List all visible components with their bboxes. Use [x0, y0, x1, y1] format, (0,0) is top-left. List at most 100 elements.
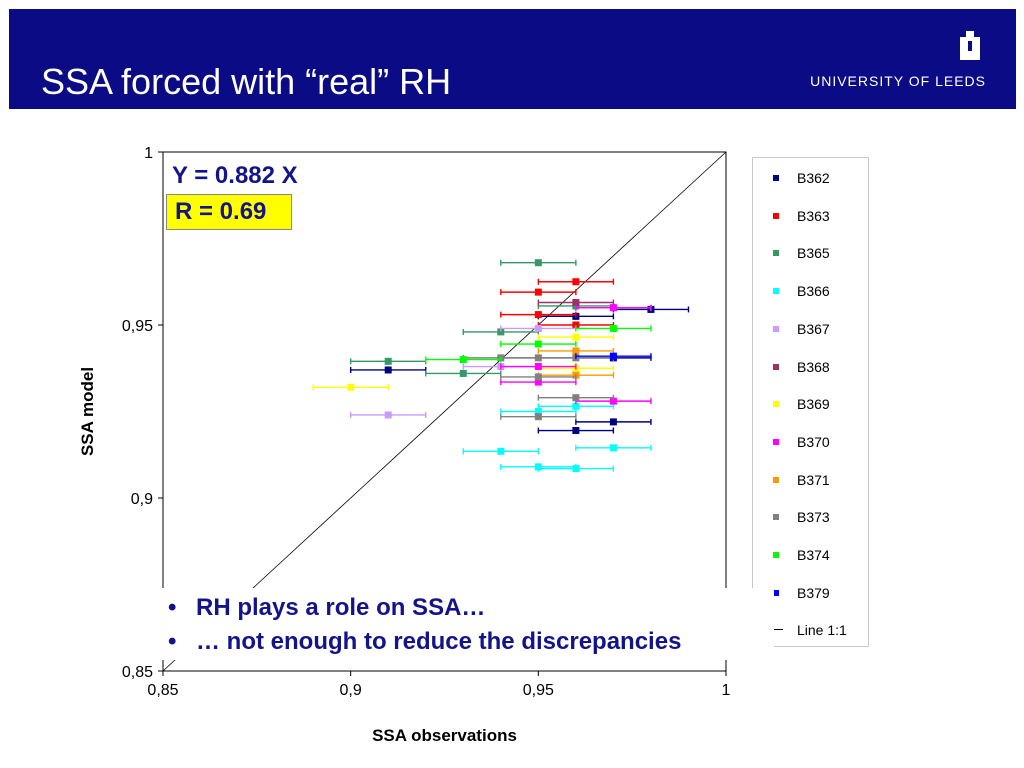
data-point [609, 397, 617, 405]
data-point [609, 418, 617, 426]
legend-swatch [773, 589, 779, 596]
data-point [534, 288, 542, 296]
bullet-text: … not enough to reduce the discrepancies [196, 628, 682, 655]
data-point [497, 447, 505, 455]
data-point [534, 340, 542, 348]
bullet-item: • RH plays a role on SSA… [162, 592, 774, 626]
legend-item-line-1-1: Line 1:1 [753, 620, 865, 640]
legend-label: B365 [797, 245, 830, 262]
y-tick-label: 0,85 [122, 664, 153, 681]
x-tick-label: 0,95 [523, 682, 554, 699]
x-tick-label: 0,85 [147, 682, 178, 699]
data-point [534, 373, 542, 381]
axes-group: 0,85 0,9 0,95 1 0,85 0,9 0,95 1 SSA observations… [78, 145, 731, 745]
data-point [534, 408, 542, 415]
legend-item-b371: B371 [753, 470, 865, 490]
y-tick-label: 0,9 [131, 491, 153, 508]
data-point [572, 394, 580, 402]
legend-item-b370: B370 [753, 432, 865, 452]
bullet-list: • RH plays a role on SSA… • … not enough… [162, 588, 774, 660]
data-point [534, 324, 542, 332]
legend-item-b374: B374 [753, 545, 865, 565]
legend-swatch [773, 438, 779, 445]
data-point [534, 378, 542, 386]
data-point [572, 347, 580, 355]
legend-swatch [773, 250, 779, 257]
legend-label: B370 [797, 433, 830, 450]
slide-title: SSA forced with “real” RH [41, 61, 452, 102]
series-group [312, 259, 690, 473]
data-point [572, 321, 580, 329]
legend-item-b369: B369 [753, 394, 865, 414]
y-tick-label: 0,95 [122, 318, 153, 335]
legend-label: B371 [797, 471, 830, 488]
reference-line-1-1 [162, 151, 727, 672]
data-point [609, 444, 617, 452]
data-point [572, 299, 580, 307]
regression-equation: Y = 0.882 X [172, 162, 298, 189]
bullet-text: RH plays a role on SSA… [196, 594, 486, 621]
slide-header: SSA forced with “real” RH UNIVERSITY OF … [9, 9, 1016, 109]
data-point [459, 369, 467, 377]
legend-label: B363 [797, 207, 830, 224]
bullet-marker: • [168, 594, 177, 621]
legend-swatch [773, 363, 779, 370]
legend-swatch [773, 401, 779, 408]
legend-item-b379: B379 [753, 583, 865, 603]
data-point [609, 324, 617, 332]
data-point [534, 413, 542, 421]
chart-legend: B362 B363 B365 B366 B367 B368 B369 B370 B371 B373… [752, 157, 869, 647]
x-tick-label: 0,9 [340, 682, 362, 699]
legend-item-b368: B368 [753, 357, 865, 377]
data-point [497, 328, 505, 336]
legend-swatch [773, 212, 779, 219]
data-point [534, 363, 542, 371]
data-point [384, 366, 392, 374]
legend-label: B362 [797, 170, 830, 186]
data-point [609, 304, 617, 312]
legend-label: B366 [797, 283, 830, 300]
data-point [459, 356, 467, 364]
data-point [572, 427, 580, 435]
bullet-marker: • [168, 628, 177, 655]
data-point [572, 402, 580, 410]
data-point [572, 278, 580, 286]
legend-label: B373 [797, 509, 830, 526]
data-point [384, 357, 392, 365]
reference-line-group [162, 151, 727, 672]
data-point [572, 465, 580, 473]
legend-item-b373: B373 [753, 507, 865, 527]
bullet-item: • … not enough to reduce the discrepanci… [162, 626, 774, 660]
legend-label: B369 [797, 396, 830, 413]
legend-swatch [773, 175, 779, 181]
legend-item-b367: B367 [753, 319, 865, 339]
data-point [534, 311, 542, 319]
data-point [609, 352, 617, 360]
legend-swatch [773, 476, 779, 483]
correlation-label: R = 0.69 [166, 194, 292, 230]
y-axis-title: SSA model [78, 367, 97, 456]
legend-item-b362: B362 [753, 168, 865, 188]
legend-item-b365: B365 [753, 243, 865, 263]
legend-swatch [773, 288, 779, 295]
data-point [384, 411, 392, 419]
data-point [534, 259, 542, 267]
legend-item-b363: B363 [753, 206, 865, 226]
series-b374 [425, 324, 652, 364]
series-b366 [462, 402, 652, 473]
legend-swatch [773, 514, 779, 521]
tower-icon [960, 31, 980, 60]
legend-swatch [769, 629, 783, 631]
data-point [572, 333, 580, 341]
x-tick-label: 1 [722, 682, 731, 699]
x-axis-title: SSA observations [372, 726, 517, 745]
legend-item-b366: B366 [753, 281, 865, 301]
legend-label: B379 [797, 584, 830, 601]
legend-label: B367 [797, 320, 830, 337]
legend-label: Line 1:1 [797, 622, 847, 639]
legend-label: B374 [797, 547, 830, 563]
legend-swatch [773, 325, 779, 332]
data-point [347, 383, 355, 391]
legend-label: B368 [797, 358, 830, 375]
